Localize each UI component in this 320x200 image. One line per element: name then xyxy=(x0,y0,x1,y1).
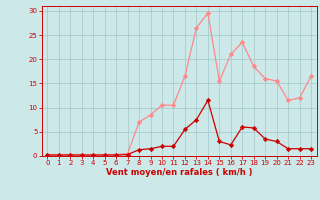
X-axis label: Vent moyen/en rafales ( km/h ): Vent moyen/en rafales ( km/h ) xyxy=(106,168,252,177)
